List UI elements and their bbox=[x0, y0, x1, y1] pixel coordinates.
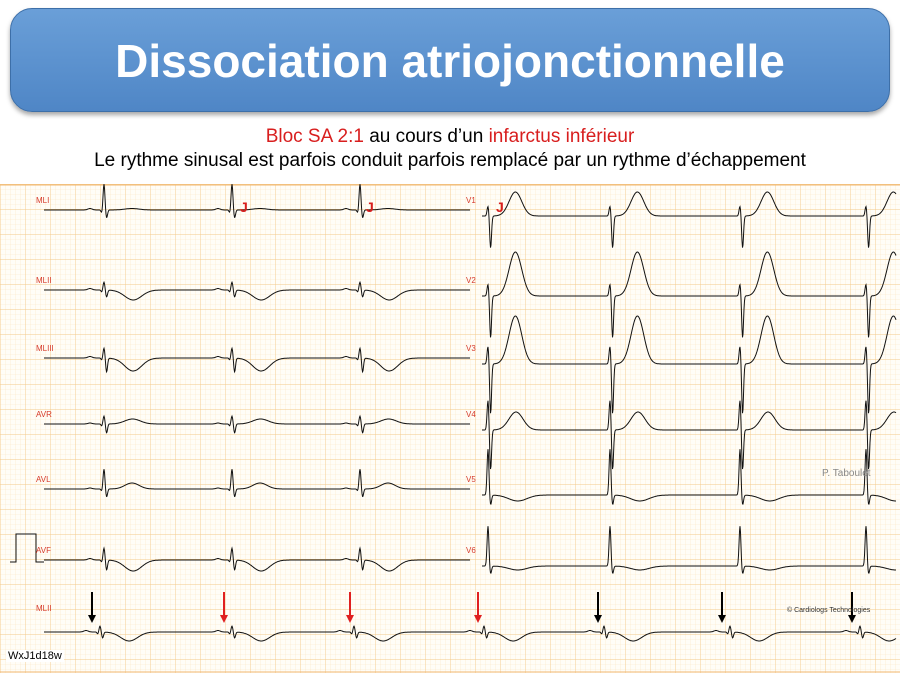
calibration-pulse bbox=[10, 533, 44, 563]
rhythm-arrowhead-7 bbox=[848, 615, 856, 623]
subtitle-line-1: Bloc SA 2:1 au cours d’un infarctus infé… bbox=[0, 126, 900, 148]
junctional-marker-1: J bbox=[240, 199, 248, 215]
subtitle-infarctus: infarctus inférieur bbox=[488, 126, 635, 147]
ecg-trace-v4-r bbox=[482, 400, 897, 470]
ecg-trace-v6-r bbox=[482, 526, 896, 574]
lead-label-mli: MLI bbox=[36, 196, 49, 205]
ecg-trace-v1-r bbox=[482, 191, 897, 248]
ecg-trace-avl-l bbox=[44, 469, 470, 498]
subtitle-bloc-sa: Bloc SA 2:1 bbox=[265, 126, 364, 147]
rhythm-arrowhead-4 bbox=[474, 615, 482, 623]
rhythm-arrowhead-6 bbox=[718, 615, 726, 623]
lead-label-v2: V2 bbox=[466, 276, 476, 285]
lead-label-v3: V3 bbox=[466, 344, 476, 353]
lead-label-mlii: MLII bbox=[36, 276, 52, 285]
lead-label-avl: AVL bbox=[36, 475, 51, 484]
ecg-trace-v2-r bbox=[482, 251, 897, 338]
junctional-marker-3: J bbox=[496, 199, 504, 215]
ecg-trace-mlii-l bbox=[44, 280, 470, 301]
subtitle-connector: au cours d’un bbox=[363, 126, 489, 147]
ecg-trace-avf-l bbox=[44, 546, 470, 572]
subtitle-line-2: Le rythme sinusal est parfois conduit pa… bbox=[94, 150, 806, 171]
ecg-trace-v3-r bbox=[482, 315, 897, 414]
rhythm-arrowhead-1 bbox=[88, 615, 96, 623]
ecg-trace-v5-r bbox=[482, 449, 896, 505]
lead-label-v5: V5 bbox=[466, 475, 476, 484]
lead-label-avr: AVR bbox=[36, 410, 52, 419]
ecg-trace-avr-l bbox=[44, 414, 470, 434]
page-title: Dissociation atriojonctionnelle bbox=[115, 35, 785, 87]
title-banner: Dissociation atriojonctionnelle bbox=[10, 8, 890, 112]
lead-label-mliii: MLIII bbox=[36, 344, 54, 353]
copyright-text: © Cardiologs Technologies bbox=[787, 606, 871, 614]
ecg-trace-mliii-l bbox=[44, 346, 470, 374]
credit-text: P. Taboulet bbox=[822, 468, 871, 479]
lead-label-avf: AVF bbox=[36, 546, 51, 555]
rhythm-arrowhead-2 bbox=[220, 615, 228, 623]
rhythm-arrowhead-3 bbox=[346, 615, 354, 623]
ecg-strip: MLI MLII MLIII AVR AVL AVF V1 V2 V3 V4 V5 V6 MLII J J J… bbox=[0, 184, 900, 673]
lead-label-rhythm-mlii: MLII bbox=[36, 604, 52, 613]
ecg-trace-mlii-rhythm bbox=[44, 625, 897, 642]
ecg-trace-mli-l bbox=[44, 184, 470, 218]
rhythm-arrowhead-5 bbox=[594, 615, 602, 623]
lead-label-v6: V6 bbox=[466, 546, 476, 555]
record-id: WxJ1d18w bbox=[6, 650, 64, 662]
lead-label-v4: V4 bbox=[466, 410, 476, 419]
lead-label-v1: V1 bbox=[466, 196, 476, 205]
junctional-marker-2: J bbox=[366, 199, 374, 215]
